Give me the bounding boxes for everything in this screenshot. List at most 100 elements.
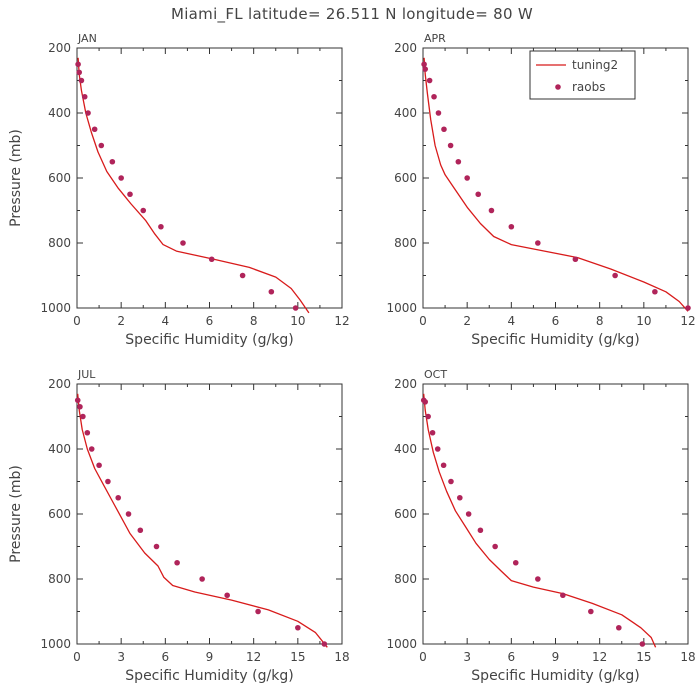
data-point-raobs: [268, 288, 275, 295]
x-axis-label: Specific Humidity (g/kg): [125, 668, 293, 684]
x-axis-label: Specific Humidity (g/kg): [471, 332, 639, 348]
data-point-raobs: [80, 413, 86, 420]
data-point-raobs: [98, 142, 105, 149]
data-point-raobs: [421, 61, 427, 68]
y-axis-label: Pressure (mb): [8, 129, 24, 227]
x-tick-label: 0: [73, 650, 81, 664]
x-axis-label: Specific Humidity (g/kg): [471, 668, 639, 684]
plot-frame: [422, 383, 689, 645]
y-tick-label: 200: [48, 377, 71, 391]
data-point-raobs: [158, 223, 164, 230]
series-line-tuning2: [77, 57, 310, 314]
data-point-raobs: [77, 403, 83, 410]
y-tick-label: 1000: [386, 637, 417, 651]
y-tick-label: 200: [394, 377, 417, 391]
panel-label: JUL: [77, 368, 96, 381]
y-tick-label: 400: [48, 106, 71, 120]
data-point-raobs: [127, 191, 133, 198]
data-point-raobs: [199, 576, 205, 582]
data-point-raobs: [105, 478, 111, 485]
panel-oct: OCT 0 3 6 9 12 15 18 200 400 600 800 1000 Specific Hu…: [386, 368, 695, 684]
panel-jul: JUL 0 3 6 9 12 15 18 200 400 600 800 1000 Specific Hu…: [8, 368, 350, 684]
data-point-raobs: [109, 158, 116, 165]
panel-jan: JAN 0 2 4 6 8 10 12 200 400 600 800 1000 Specific Hum…: [8, 32, 350, 348]
data-point-raobs: [429, 429, 436, 436]
y-tick-label: 1000: [40, 637, 71, 651]
data-point-raobs: [125, 511, 132, 517]
panel-label: JAN: [77, 32, 97, 45]
x-tick-label: 12: [334, 314, 349, 328]
data-point-raobs: [572, 256, 579, 263]
data-point-raobs: [616, 624, 622, 631]
y-tick-label: 600: [48, 171, 71, 185]
x-tick-label: 3: [463, 650, 471, 664]
data-point-raobs: [639, 641, 646, 647]
y-tick-label: 800: [394, 236, 417, 250]
x-tick-label: 0: [419, 650, 427, 664]
data-point-raobs: [295, 624, 301, 631]
data-point-raobs: [78, 77, 85, 84]
panels-container: JAN 0 2 4 6 8 10 12 200 400 600 800 1000 Specific Hum…: [8, 32, 696, 684]
data-point-raobs: [137, 527, 144, 534]
y-axis-label: Pressure (mb): [8, 465, 24, 563]
x-tick-label: 12: [246, 650, 261, 664]
series-line-tuning2: [423, 57, 689, 312]
x-tick-label: 2: [463, 314, 471, 328]
legend: tuning2 raobs: [529, 50, 636, 100]
data-point-raobs: [440, 462, 447, 469]
y-tick-label: 600: [394, 171, 417, 185]
x-tick-label: 9: [552, 650, 560, 664]
data-point-raobs: [426, 77, 433, 84]
x-tick-label: 2: [117, 314, 125, 328]
data-point-raobs: [425, 413, 431, 420]
data-point-raobs: [239, 272, 246, 279]
legend-point-swatch: [555, 84, 561, 90]
data-point-raobs: [435, 110, 442, 116]
data-point-raobs: [140, 207, 147, 214]
panel-apr: APR 0 2 4 6 8 10 12 200 400 600 800 1000 Specific Hum…: [386, 32, 695, 348]
data-point-raobs: [652, 288, 658, 295]
x-tick-label: 10: [636, 314, 651, 328]
x-tick-label: 12: [592, 650, 607, 664]
plot-frame: [76, 47, 343, 309]
x-tick-label: 10: [290, 314, 305, 328]
data-point-raobs: [508, 223, 515, 230]
y-tick-label: 400: [394, 106, 417, 120]
x-tick-label: 8: [596, 314, 604, 328]
data-point-raobs: [455, 158, 462, 165]
x-tick-label: 12: [680, 314, 695, 328]
data-point-raobs: [174, 559, 180, 566]
plot-frame: [76, 383, 343, 645]
legend-box: [529, 50, 636, 100]
data-point-raobs: [255, 608, 261, 615]
data-point-raobs: [292, 305, 299, 311]
data-point-raobs: [434, 446, 441, 452]
y-tick-label: 600: [394, 507, 417, 521]
y-tick-label: 400: [48, 442, 71, 456]
y-tick-label: 400: [394, 442, 417, 456]
series-line-tuning2: [423, 393, 657, 648]
data-point-raobs: [84, 429, 91, 436]
y-tick-label: 1000: [40, 301, 71, 315]
data-point-raobs: [75, 61, 81, 68]
data-point-raobs: [321, 641, 328, 647]
panel-label: APR: [424, 32, 446, 45]
x-tick-label: 4: [162, 314, 170, 328]
data-point-raobs: [224, 592, 230, 599]
panel-label: OCT: [424, 368, 447, 381]
data-point-raobs: [115, 494, 122, 501]
legend-label: raobs: [572, 80, 606, 94]
x-tick-label: 18: [680, 650, 695, 664]
x-tick-label: 15: [636, 650, 651, 664]
x-tick-label: 6: [552, 314, 560, 328]
y-tick-label: 800: [48, 236, 71, 250]
x-tick-label: 6: [162, 650, 170, 664]
x-tick-label: 9: [206, 650, 214, 664]
data-point-raobs: [208, 256, 215, 263]
data-point-raobs: [612, 272, 618, 279]
data-point-raobs: [475, 191, 482, 198]
data-point-raobs: [91, 126, 98, 133]
legend-label: tuning2: [572, 58, 618, 72]
y-tick-label: 800: [394, 572, 417, 586]
